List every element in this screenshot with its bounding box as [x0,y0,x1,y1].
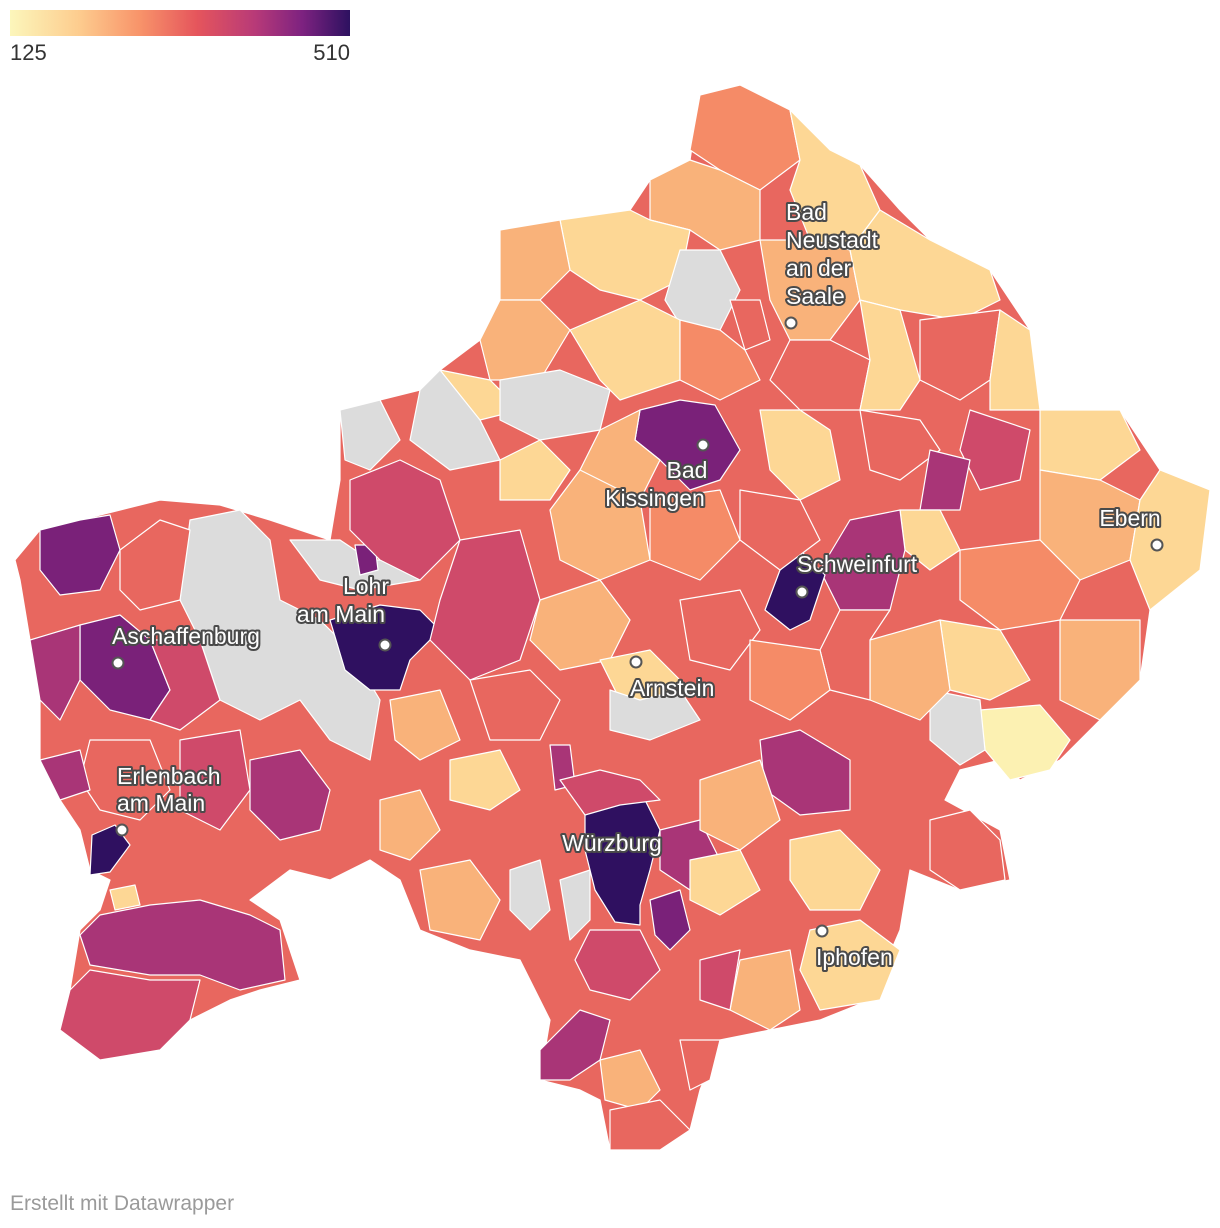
region [419,859,501,941]
city-label: am Main [297,601,385,627]
region [929,809,1006,891]
footer-credit[interactable]: Erstellt mit Datawrapper [10,1192,235,1215]
region [919,309,1001,401]
city-dot [629,655,643,669]
city-label: Aschaffenburg [112,623,260,649]
region [859,299,921,411]
legend-gradient-bar [10,10,350,36]
region [679,1039,721,1091]
region [559,769,661,816]
region [179,729,251,831]
region [679,319,761,401]
region [449,749,521,811]
region [699,759,781,851]
region [39,749,91,801]
region [379,789,441,861]
region [679,589,761,671]
region [339,399,401,471]
region [609,689,701,741]
region [789,829,881,911]
region [649,889,691,951]
region [499,219,571,301]
city-wuerzburg[interactable]: Würzburg [560,828,664,858]
region [389,689,461,761]
region [799,919,901,1011]
city-dot [795,585,809,599]
city-label: am Main [117,790,205,816]
region [609,1099,691,1151]
region [859,409,941,481]
region [689,84,801,191]
legend-min-label: 125 [10,40,47,65]
city-dot [696,438,710,452]
region [549,469,651,581]
region [689,849,761,916]
city-dot [1150,538,1164,552]
city-bad-neustadt[interactable]: Bad Neustadt an der Saale [784,197,881,330]
city-markers: Bad Neustadt an der Saale Bad Kissingen … [110,197,1164,972]
region [599,1049,661,1111]
region [39,514,121,596]
legend: 125 510 [10,10,350,65]
city-label: Kissingen [605,485,705,511]
region [79,899,286,991]
region [1059,619,1141,721]
city-dot [111,656,125,670]
region [759,239,861,341]
city-schweinfurt[interactable]: Schweinfurt [795,549,920,599]
region [469,669,561,741]
region [1129,469,1211,611]
region [429,529,541,681]
region [574,929,661,1001]
region [919,449,971,511]
region [1039,409,1141,481]
city-label: Arnstein [630,675,714,701]
region [509,859,551,931]
city-label: Ebern [1099,505,1160,531]
region [499,439,571,501]
region [249,749,331,841]
map-regions [14,84,1211,1151]
city-ebern[interactable]: Ebern [1097,503,1164,552]
region [109,884,141,911]
region [989,309,1041,411]
city-label: Schweinfurt [797,551,918,577]
city-lohr-am-main[interactable]: Lohr am Main [295,571,392,652]
region [149,639,221,731]
region [649,489,741,581]
city-aschaffenburg[interactable]: Aschaffenburg [110,621,262,670]
city-label: Saale [786,283,845,309]
city-erlenbach[interactable]: Erlenbach am Main [115,761,223,837]
city-bad-kissingen[interactable]: Bad Kissingen [603,438,710,513]
region [729,299,771,351]
region [959,409,1031,491]
region [29,624,81,721]
city-label: Erlenbach [117,763,221,789]
region [89,824,131,876]
city-label: Neustadt [786,227,879,253]
city-dot [378,638,392,652]
city-arnstein[interactable]: Arnstein [628,655,716,703]
city-label: Bad [786,199,827,225]
city-label: Iphofen [816,944,893,970]
city-dot [815,924,829,938]
region [559,869,591,941]
region [759,409,841,501]
city-iphofen[interactable]: Iphofen [814,924,895,972]
city-label: an der [786,255,852,281]
city-dot [115,823,129,837]
region [739,489,821,571]
region [749,639,831,721]
city-label: Würzburg [562,830,662,856]
city-label: Bad [667,457,708,483]
legend-max-label: 510 [313,40,350,65]
region [349,459,461,581]
region [699,949,741,1011]
city-dot [784,316,798,330]
region [59,969,201,1061]
region [119,519,191,611]
region [929,689,986,766]
city-label: Lohr [343,573,389,599]
